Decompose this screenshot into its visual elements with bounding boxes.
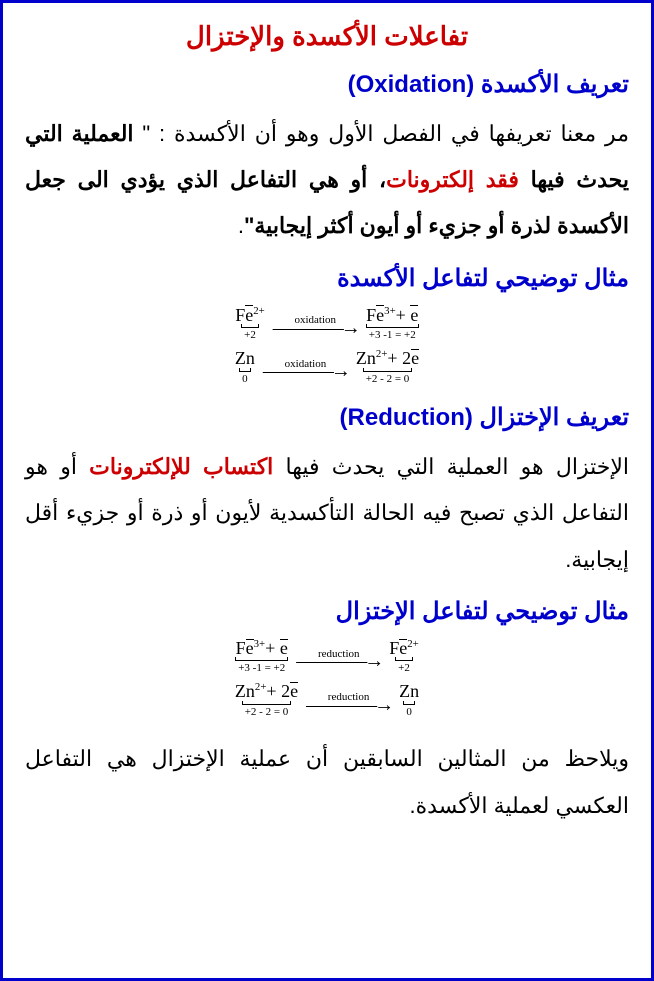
equation-row: Zn2++ 2e +2 - 2 = 0 reduction ————→ Zn 0 — [25, 681, 629, 718]
equation-lhs: Fe3++ e +3 -1 = +2 — [235, 638, 288, 675]
equation-row: Fe2+ +2 oxidation ————→ Fe3++ e +3 -1 = … — [25, 305, 629, 342]
reduction-example-heading: مثال توضيحي لتفاعل الإختزال — [25, 597, 629, 626]
arrow-icon: oxidation ————→ — [273, 314, 358, 332]
equation-rhs: Fe2+ +2 — [389, 638, 419, 675]
equation-lhs: Zn 0 — [235, 348, 255, 385]
equation-rhs: Zn 0 — [399, 681, 419, 718]
closing-note: ويلاحظ من المثالين السابقين أن عملية الإ… — [25, 736, 629, 828]
arrow-icon: reduction ————→ — [296, 648, 381, 666]
text-fragment: ، أو هي — [297, 167, 386, 192]
equation-rhs: Fe3++ e +3 -1 = +2 — [366, 305, 419, 342]
text-fragment: اكتساب للإلكترونات — [89, 454, 273, 479]
text-fragment: فقد إلكترونات — [386, 167, 519, 192]
equation-rhs: Zn2++ 2e +2 - 2 = 0 — [356, 348, 419, 385]
text-fragment: الإختزال هو العملية التي يحدث فيها — [273, 454, 629, 479]
oxidation-heading-ar: تعريف الأكسدة — [474, 71, 629, 98]
reduction-heading: تعريف الإختزال (Reduction) — [25, 403, 629, 432]
oxidation-heading-en: (Oxidation) — [348, 71, 475, 98]
text-fragment: مر معنا تعريفها في الفصل الأول وهو أن ال… — [134, 121, 629, 146]
arrow-icon: reduction ————→ — [306, 691, 391, 709]
reduction-equations: Fe3++ e +3 -1 = +2 reduction ————→ Fe2+ … — [25, 638, 629, 719]
equation-lhs: Fe2+ +2 — [235, 305, 265, 342]
oxidation-definition: مر معنا تعريفها في الفصل الأول وهو أن ال… — [25, 111, 629, 250]
reduction-heading-ar: تعريف الإختزال — [473, 404, 629, 431]
reduction-definition: الإختزال هو العملية التي يحدث فيها اكتسا… — [25, 444, 629, 583]
reduction-heading-en: (Reduction) — [340, 404, 473, 431]
page-title: تفاعلات الأكسدة والإختزال — [25, 21, 629, 52]
oxidation-example-heading: مثال توضيحي لتفاعل الأكسدة — [25, 264, 629, 293]
equation-lhs: Zn2++ 2e +2 - 2 = 0 — [235, 681, 298, 718]
document-page: تفاعلات الأكسدة والإختزال تعريف الأكسدة … — [0, 0, 654, 981]
arrow-icon: oxidation ————→ — [263, 358, 348, 376]
equation-row: Zn 0 oxidation ————→ Zn2++ 2e +2 - 2 = 0 — [25, 348, 629, 385]
oxidation-equations: Fe2+ +2 oxidation ————→ Fe3++ e +3 -1 = … — [25, 305, 629, 386]
oxidation-heading: تعريف الأكسدة (Oxidation) — [25, 70, 629, 99]
equation-row: Fe3++ e +3 -1 = +2 reduction ————→ Fe2+ … — [25, 638, 629, 675]
